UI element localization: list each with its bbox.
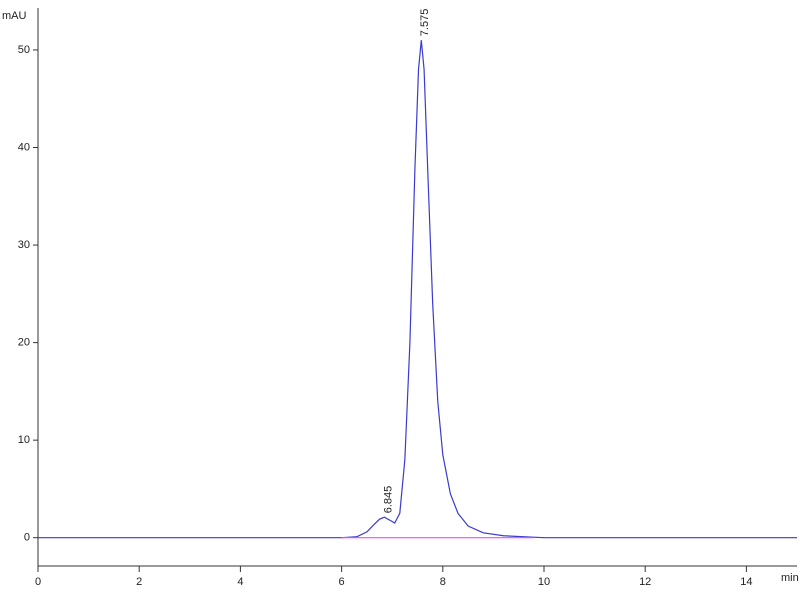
x-tick-label: 12 — [639, 576, 651, 588]
signal-line — [38, 40, 797, 539]
x-tick-label: 0 — [35, 576, 41, 588]
x-tick-label: 4 — [237, 576, 243, 588]
peak-label: 6.845 — [382, 486, 394, 514]
x-tick-label: 2 — [136, 576, 142, 588]
y-axis-label: mAU — [2, 10, 27, 22]
x-tick-label: 14 — [740, 576, 752, 588]
y-tick-label: 40 — [18, 141, 30, 153]
x-tick-label: 10 — [538, 576, 550, 588]
y-tick-label: 30 — [18, 239, 30, 251]
y-tick-label: 50 — [18, 44, 30, 56]
x-axis-label: min — [781, 572, 799, 584]
y-tick-label: 0 — [24, 532, 30, 544]
x-tick-label: 6 — [339, 576, 345, 588]
y-tick-label: 10 — [18, 434, 30, 446]
y-tick-label: 20 — [18, 337, 30, 349]
x-tick-label: 8 — [440, 576, 446, 588]
peak-label: 7.575 — [419, 9, 431, 37]
